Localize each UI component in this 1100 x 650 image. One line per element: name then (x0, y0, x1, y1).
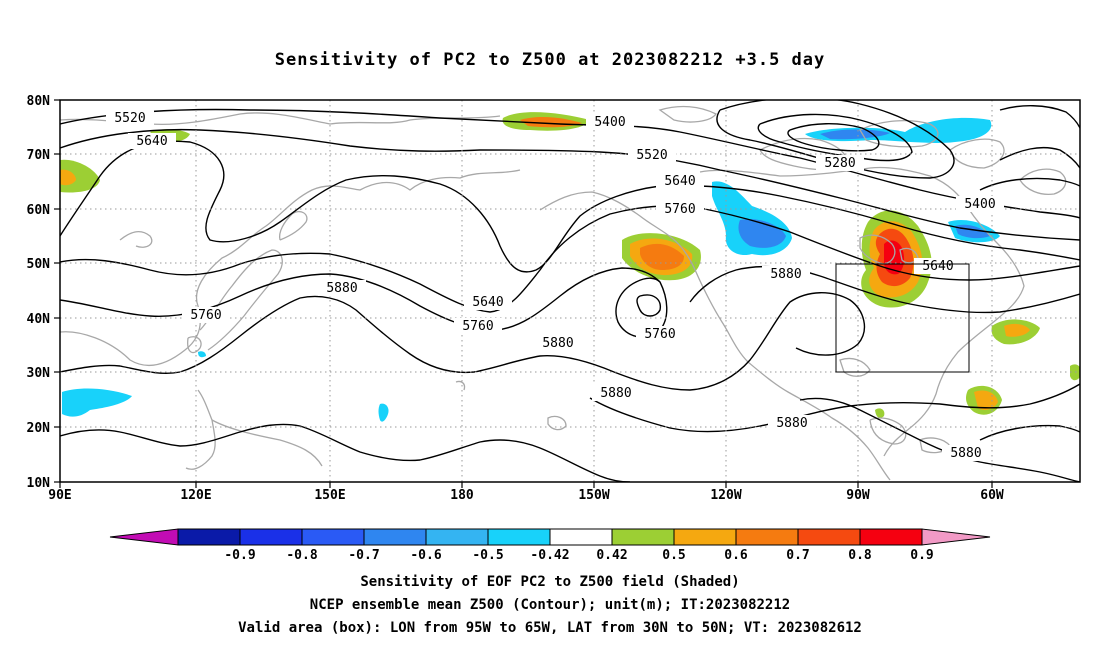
colorbar-segment (363, 528, 427, 546)
colorbar-segment (673, 528, 737, 546)
contour-label: 5280 (824, 156, 855, 171)
contour-label: 5640 (922, 259, 953, 274)
lon-label-90w: 90W (846, 488, 870, 503)
caption-contour: NCEP ensemble mean Z500 (Contour); unit(… (309, 597, 791, 613)
map-frame (59, 99, 1081, 483)
lon-label-90e: 90E (48, 488, 71, 503)
lon-label-120w: 120W (710, 488, 741, 503)
shade-negative-small-1 (378, 403, 389, 422)
colorbar-segment (239, 528, 303, 546)
caption-valid-area: Valid area (box): LON from 95W to 65W, L… (238, 620, 862, 636)
contour-label: 5400 (594, 115, 625, 130)
shade-positive-atlantic-core (1004, 323, 1030, 337)
latitude-labels: 80N 70N 60N 50N 40N 30N 20N 10N (27, 94, 51, 491)
shade-negative-south-china-sea (62, 388, 132, 417)
colorbar-segment (487, 528, 551, 546)
contour-label: 5880 (600, 386, 631, 401)
lat-label-80n: 80N (27, 94, 51, 109)
contour-label: 5760 (190, 308, 221, 323)
colorbar-segment (425, 528, 489, 546)
axis-ticks (54, 99, 993, 488)
shade-negative-arctic-core (820, 129, 890, 140)
colorbar-tick-label: -0.9 (224, 548, 255, 563)
contour-label: 5640 (472, 295, 503, 310)
contour-label: 5520 (114, 111, 145, 126)
shade-negative-small-2 (198, 351, 206, 358)
colorbar-segment (611, 528, 675, 546)
colorbar-segment (177, 528, 241, 546)
contour-label: 5640 (136, 134, 167, 149)
contour-label: 5400 (964, 197, 995, 212)
contour-label: 5880 (326, 281, 357, 296)
colorbar: -0.9 -0.8 -0.7 -0.6 -0.5 -0.42 0.42 0.5 0.6 0.7 0.… (109, 528, 991, 563)
contour-label: 5640 (664, 174, 695, 189)
contour-label: 5880 (770, 267, 801, 282)
lat-label-50n: 50N (27, 257, 51, 272)
lon-label-150w: 150W (578, 488, 609, 503)
contour-label: 5880 (950, 446, 981, 461)
colorbar-tick-label: -0.42 (530, 548, 569, 563)
colorbar-tick-label: 0.8 (848, 548, 872, 563)
lon-label-180: 180 (450, 488, 474, 503)
contour-label: 5880 (776, 416, 807, 431)
chart-title: Sensitivity of PC2 to Z500 at 2023082212… (274, 50, 826, 70)
lat-label-20n: 20N (27, 421, 51, 436)
colorbar-segment (549, 528, 613, 546)
contour-label: 5880 (542, 336, 573, 351)
colorbar-segment (301, 528, 365, 546)
lat-label-40n: 40N (27, 312, 51, 327)
colorbar-segment (797, 528, 861, 546)
contour-labels: 5520 5640 5400 5520 5640 5760 5280 5400 … (106, 110, 1004, 461)
colorbar-tick-label: 0.9 (910, 548, 933, 563)
contour-label: 5760 (664, 202, 695, 217)
valid-area-box (835, 263, 970, 373)
shade-positive-gulf (875, 408, 885, 418)
lat-label-70n: 70N (27, 148, 51, 163)
colorbar-tick-label: 0.6 (724, 548, 748, 563)
colorbar-segment (735, 528, 799, 546)
lat-label-10n: 10N (27, 476, 51, 491)
colorbar-tick-label: -0.6 (410, 548, 441, 563)
colorbar-lower-triangle (109, 528, 179, 546)
caption-shading: Sensitivity of EOF PC2 to Z500 field (Sh… (360, 574, 740, 590)
contour-label: 5760 (462, 319, 493, 334)
contour-label: 5760 (644, 327, 675, 342)
colorbar-segment (859, 528, 923, 546)
colorbar-tick-label: -0.7 (348, 548, 379, 563)
lon-label-120e: 120E (180, 488, 211, 503)
shade-positive-west-core (60, 169, 76, 186)
lat-label-60n: 60N (27, 203, 51, 218)
contour-label: 5520 (636, 148, 667, 163)
colorbar-tick-label: 0.5 (662, 548, 685, 563)
colorbar-tick-label: 0.42 (596, 548, 627, 563)
lon-label-150e: 150E (314, 488, 345, 503)
longitude-labels: 90E 120E 150E 180 150W 120W 90W 60W (48, 488, 1004, 503)
colorbar-tick-label: -0.5 (472, 548, 503, 563)
colorbar-upper-triangle (921, 528, 991, 546)
colorbar-tick-label: 0.7 (786, 548, 809, 563)
lat-label-30n: 30N (27, 366, 51, 381)
lon-label-60w: 60W (980, 488, 1004, 503)
colorbar-tick-label: -0.8 (286, 548, 317, 563)
